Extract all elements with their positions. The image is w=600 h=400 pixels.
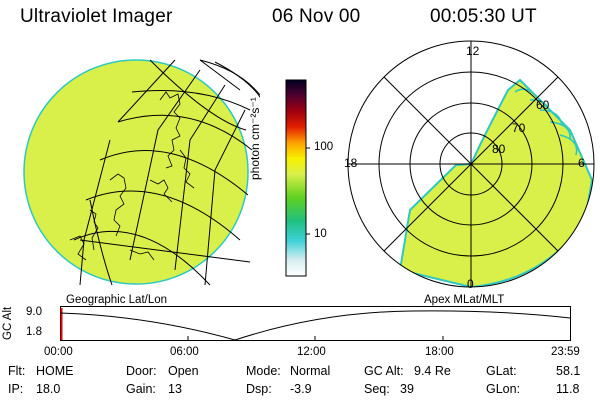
- geographic-grid: [73, 59, 260, 286]
- door-value: Open: [168, 364, 199, 378]
- colorbar-tick-100: 100: [314, 141, 334, 153]
- gc-alt-curve: [60, 310, 571, 341]
- polar-caption: Apex MLat/MLT: [424, 294, 505, 306]
- mode-value: Normal: [290, 364, 331, 378]
- flt-label: Flt:: [8, 364, 26, 378]
- mlat-label-60: 60: [536, 98, 550, 112]
- time-label: 00:05:30 UT: [430, 6, 537, 27]
- gc-xtick-2359: 23:59: [551, 346, 580, 358]
- gc-xtick-1800: 18:00: [425, 346, 454, 358]
- gain-label: Gain:: [126, 382, 156, 396]
- ip-value: 18.0: [36, 382, 61, 396]
- gcalt-value: 9.4 Re: [414, 364, 451, 378]
- mlat-label-80: 80: [492, 142, 506, 156]
- flt-value: HOME: [36, 364, 74, 378]
- mlt-label-6: 6: [578, 156, 585, 170]
- dsp-label: Dsp:: [246, 382, 272, 396]
- mlt-label-12: 12: [466, 44, 480, 58]
- gc-alt-ylabel: GC Alt: [2, 306, 14, 340]
- colorbar-label: photon cm⁻²s⁻¹: [248, 97, 262, 180]
- gc-ytick-min: 1.8: [26, 326, 42, 338]
- instrument-title: Ultraviolet Imager: [20, 6, 173, 27]
- gc-alt-plot: [60, 306, 571, 341]
- glat-label: GLat:: [486, 364, 517, 378]
- gain-value: 13: [168, 382, 182, 396]
- dsp-value: -3.9: [290, 382, 312, 396]
- gc-xtick-0600: 06:00: [170, 346, 199, 358]
- gcalt-label: GC Alt:: [364, 364, 404, 378]
- colorbar: [285, 79, 310, 277]
- door-label: Door:: [126, 364, 157, 378]
- glon-label: GLon:: [486, 382, 521, 396]
- gc-xtick-0000: 00:00: [44, 346, 73, 358]
- glon-value: 11.8: [556, 382, 580, 396]
- seq-value: 39: [400, 382, 414, 396]
- gc-xtick-1200: 12:00: [297, 346, 326, 358]
- colorbar-tick-10: 10: [314, 228, 327, 240]
- mlt-label-18: 18: [344, 156, 358, 170]
- auroral-image: [398, 78, 594, 287]
- polar-panel: [347, 40, 595, 288]
- glat-value: 58.1: [556, 364, 581, 378]
- uv-image-disk: [23, 59, 249, 285]
- colorbar-gradient: [285, 79, 307, 277]
- date-label: 06 Nov 00: [272, 6, 361, 27]
- geographic-image-panel: [23, 59, 260, 286]
- mlat-label-70: 70: [512, 121, 526, 135]
- coastlines: [69, 91, 195, 261]
- mode-label: Mode:: [246, 364, 281, 378]
- seq-label: Seq:: [364, 382, 390, 396]
- polar-grid: [347, 40, 595, 288]
- gc-ytick-max: 9.0: [26, 306, 42, 318]
- mlt-label-0: 0: [467, 277, 474, 291]
- geographic-caption: Geographic Lat/Lon: [66, 294, 168, 306]
- ip-label: IP:: [8, 382, 24, 396]
